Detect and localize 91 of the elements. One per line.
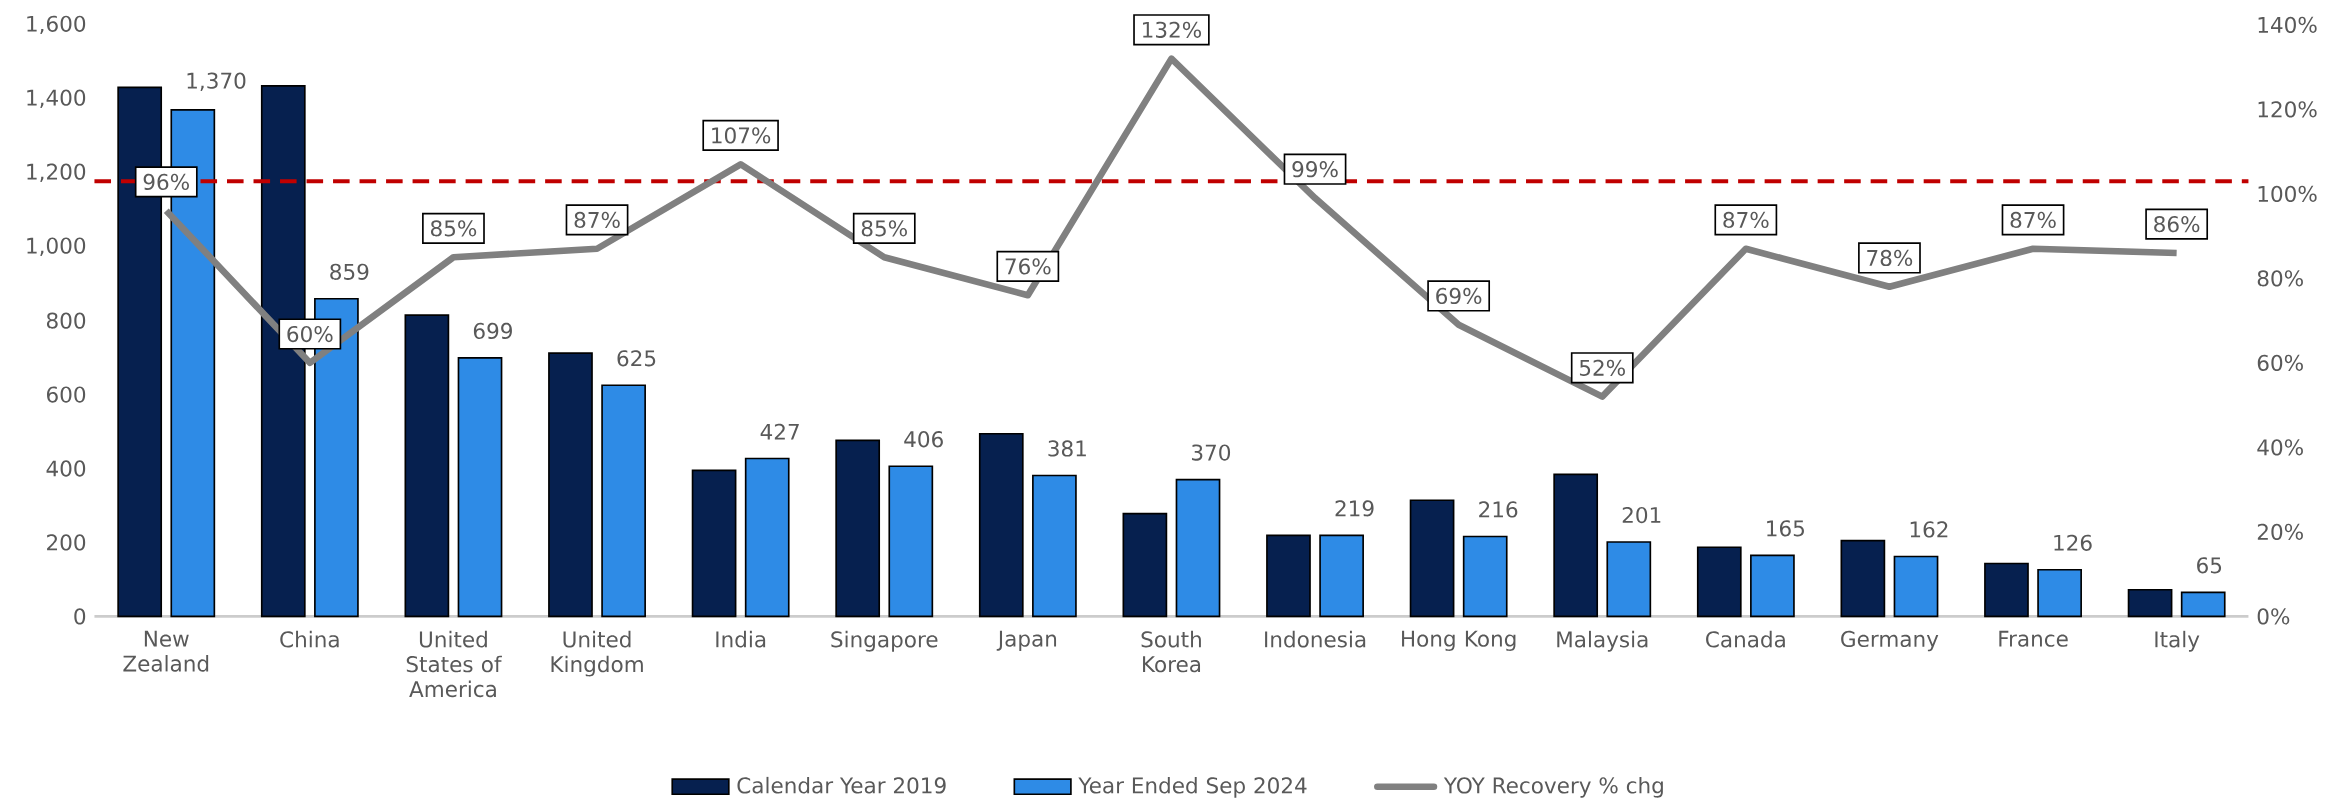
- bar: [888, 465, 934, 618]
- x-tick-label: India: [716, 630, 766, 648]
- bar: [1696, 546, 1742, 618]
- data-label: 1,370: [187, 72, 246, 92]
- bar: [2127, 589, 2173, 618]
- data-label: 625: [617, 350, 656, 367]
- bar: [835, 439, 881, 618]
- x-tick-label: China: [280, 630, 339, 648]
- bar: [548, 352, 593, 618]
- data-label: 219: [1335, 500, 1374, 517]
- bar: [404, 314, 450, 618]
- y2-tick-label: 40%: [2257, 439, 2303, 456]
- x-tick-label: Malaysia: [1557, 630, 1648, 652]
- legend-label: Calendar Year 2019: [737, 777, 946, 794]
- y2-tick-label: 120%: [2258, 101, 2317, 118]
- x-tick-label: France: [1999, 630, 2068, 647]
- bar: [1553, 473, 1599, 618]
- x-tick-label: Indonesia: [1265, 630, 1366, 648]
- data-label: 87%: [574, 211, 620, 229]
- bar: [1984, 562, 2029, 618]
- x-tick-label: Italy: [2155, 630, 2200, 652]
- data-label: 162: [1910, 521, 1948, 538]
- data-label: 107%: [712, 127, 771, 144]
- x-tick-label: New Zealand: [123, 630, 209, 672]
- y-tick-label: 600: [47, 386, 86, 403]
- data-label: 699: [473, 322, 512, 340]
- x-tick-label: Hong Kong: [1402, 630, 1516, 652]
- bar: [1750, 554, 1795, 618]
- y-tick-label: 0: [74, 608, 86, 625]
- bar: [744, 457, 790, 618]
- bar: [978, 433, 1024, 618]
- data-label: 126: [2054, 534, 2092, 552]
- data-label: 76%: [1005, 258, 1051, 275]
- data-label: 427: [760, 423, 799, 440]
- data-label: 370: [1192, 444, 1231, 461]
- y2-tick-label: 60%: [2257, 354, 2303, 372]
- bar: [2180, 591, 2226, 618]
- data-label: 85%: [430, 220, 477, 237]
- y2-tick-label: 100%: [2258, 185, 2317, 203]
- data-label: 52%: [1579, 359, 1625, 377]
- y-tick-label: 1,400: [27, 89, 86, 109]
- bar: [457, 357, 503, 618]
- data-label: 85%: [861, 220, 907, 237]
- x-tick-label: Germany: [1841, 630, 1939, 652]
- data-label: 65: [2197, 557, 2222, 574]
- y2-tick-label: 0%: [2257, 608, 2290, 625]
- data-label: 87%: [1723, 211, 1769, 229]
- bar: [1319, 534, 1364, 618]
- data-label: 60%: [287, 326, 333, 343]
- bar: [601, 384, 646, 618]
- bar: [1122, 512, 1168, 618]
- x-tick-label: Canada: [1706, 630, 1785, 648]
- y-tick-label: 1,200: [27, 163, 86, 183]
- y-tick-label: 1,000: [27, 237, 86, 257]
- data-label: 86%: [2154, 216, 2200, 233]
- data-label: 78%: [1867, 249, 1913, 267]
- bar: [1266, 534, 1311, 618]
- bar: [1840, 539, 1886, 618]
- legend-label: YOY Recovery % chg: [1443, 777, 1663, 798]
- y-tick-label: 400: [46, 460, 86, 477]
- y-tick-label: 800: [46, 312, 86, 329]
- data-label: 201: [1622, 507, 1661, 524]
- x-tick-label: Japan: [996, 630, 1057, 652]
- y-tick-label: 1,600: [27, 15, 86, 35]
- x-tick-label: United Kingdom: [551, 630, 643, 677]
- data-label: 87%: [2010, 211, 2056, 229]
- bar: [2037, 569, 2082, 618]
- bar: [1893, 555, 1939, 618]
- bar: [1032, 474, 1077, 618]
- x-tick-label: South Korea: [1141, 630, 1201, 673]
- data-label: 165: [1767, 520, 1804, 537]
- bar: [1175, 478, 1221, 618]
- data-label: 96%: [143, 173, 189, 191]
- y2-tick-label: 80%: [2257, 270, 2303, 287]
- x-tick-label: United States of America: [406, 630, 502, 698]
- y-tick-label: 200: [47, 534, 86, 551]
- y2-tick-label: 140%: [2258, 16, 2317, 34]
- data-label: 216: [1479, 501, 1518, 518]
- data-label: 132%: [1142, 21, 1202, 39]
- x-tick-label: Singapore: [831, 630, 938, 652]
- data-label: 859: [330, 263, 369, 281]
- bar: [1409, 499, 1455, 618]
- data-label: 69%: [1436, 287, 1482, 305]
- y2-tick-label: 20%: [2257, 523, 2303, 541]
- data-label: 99%: [1292, 161, 1338, 178]
- bar: [1462, 535, 1508, 618]
- legend-label: Year Ended Sep 2024: [1078, 777, 1307, 798]
- bar: [1606, 541, 1652, 618]
- data-label: 381: [1048, 440, 1086, 457]
- data-label: 406: [904, 431, 943, 448]
- bar: [691, 469, 737, 618]
